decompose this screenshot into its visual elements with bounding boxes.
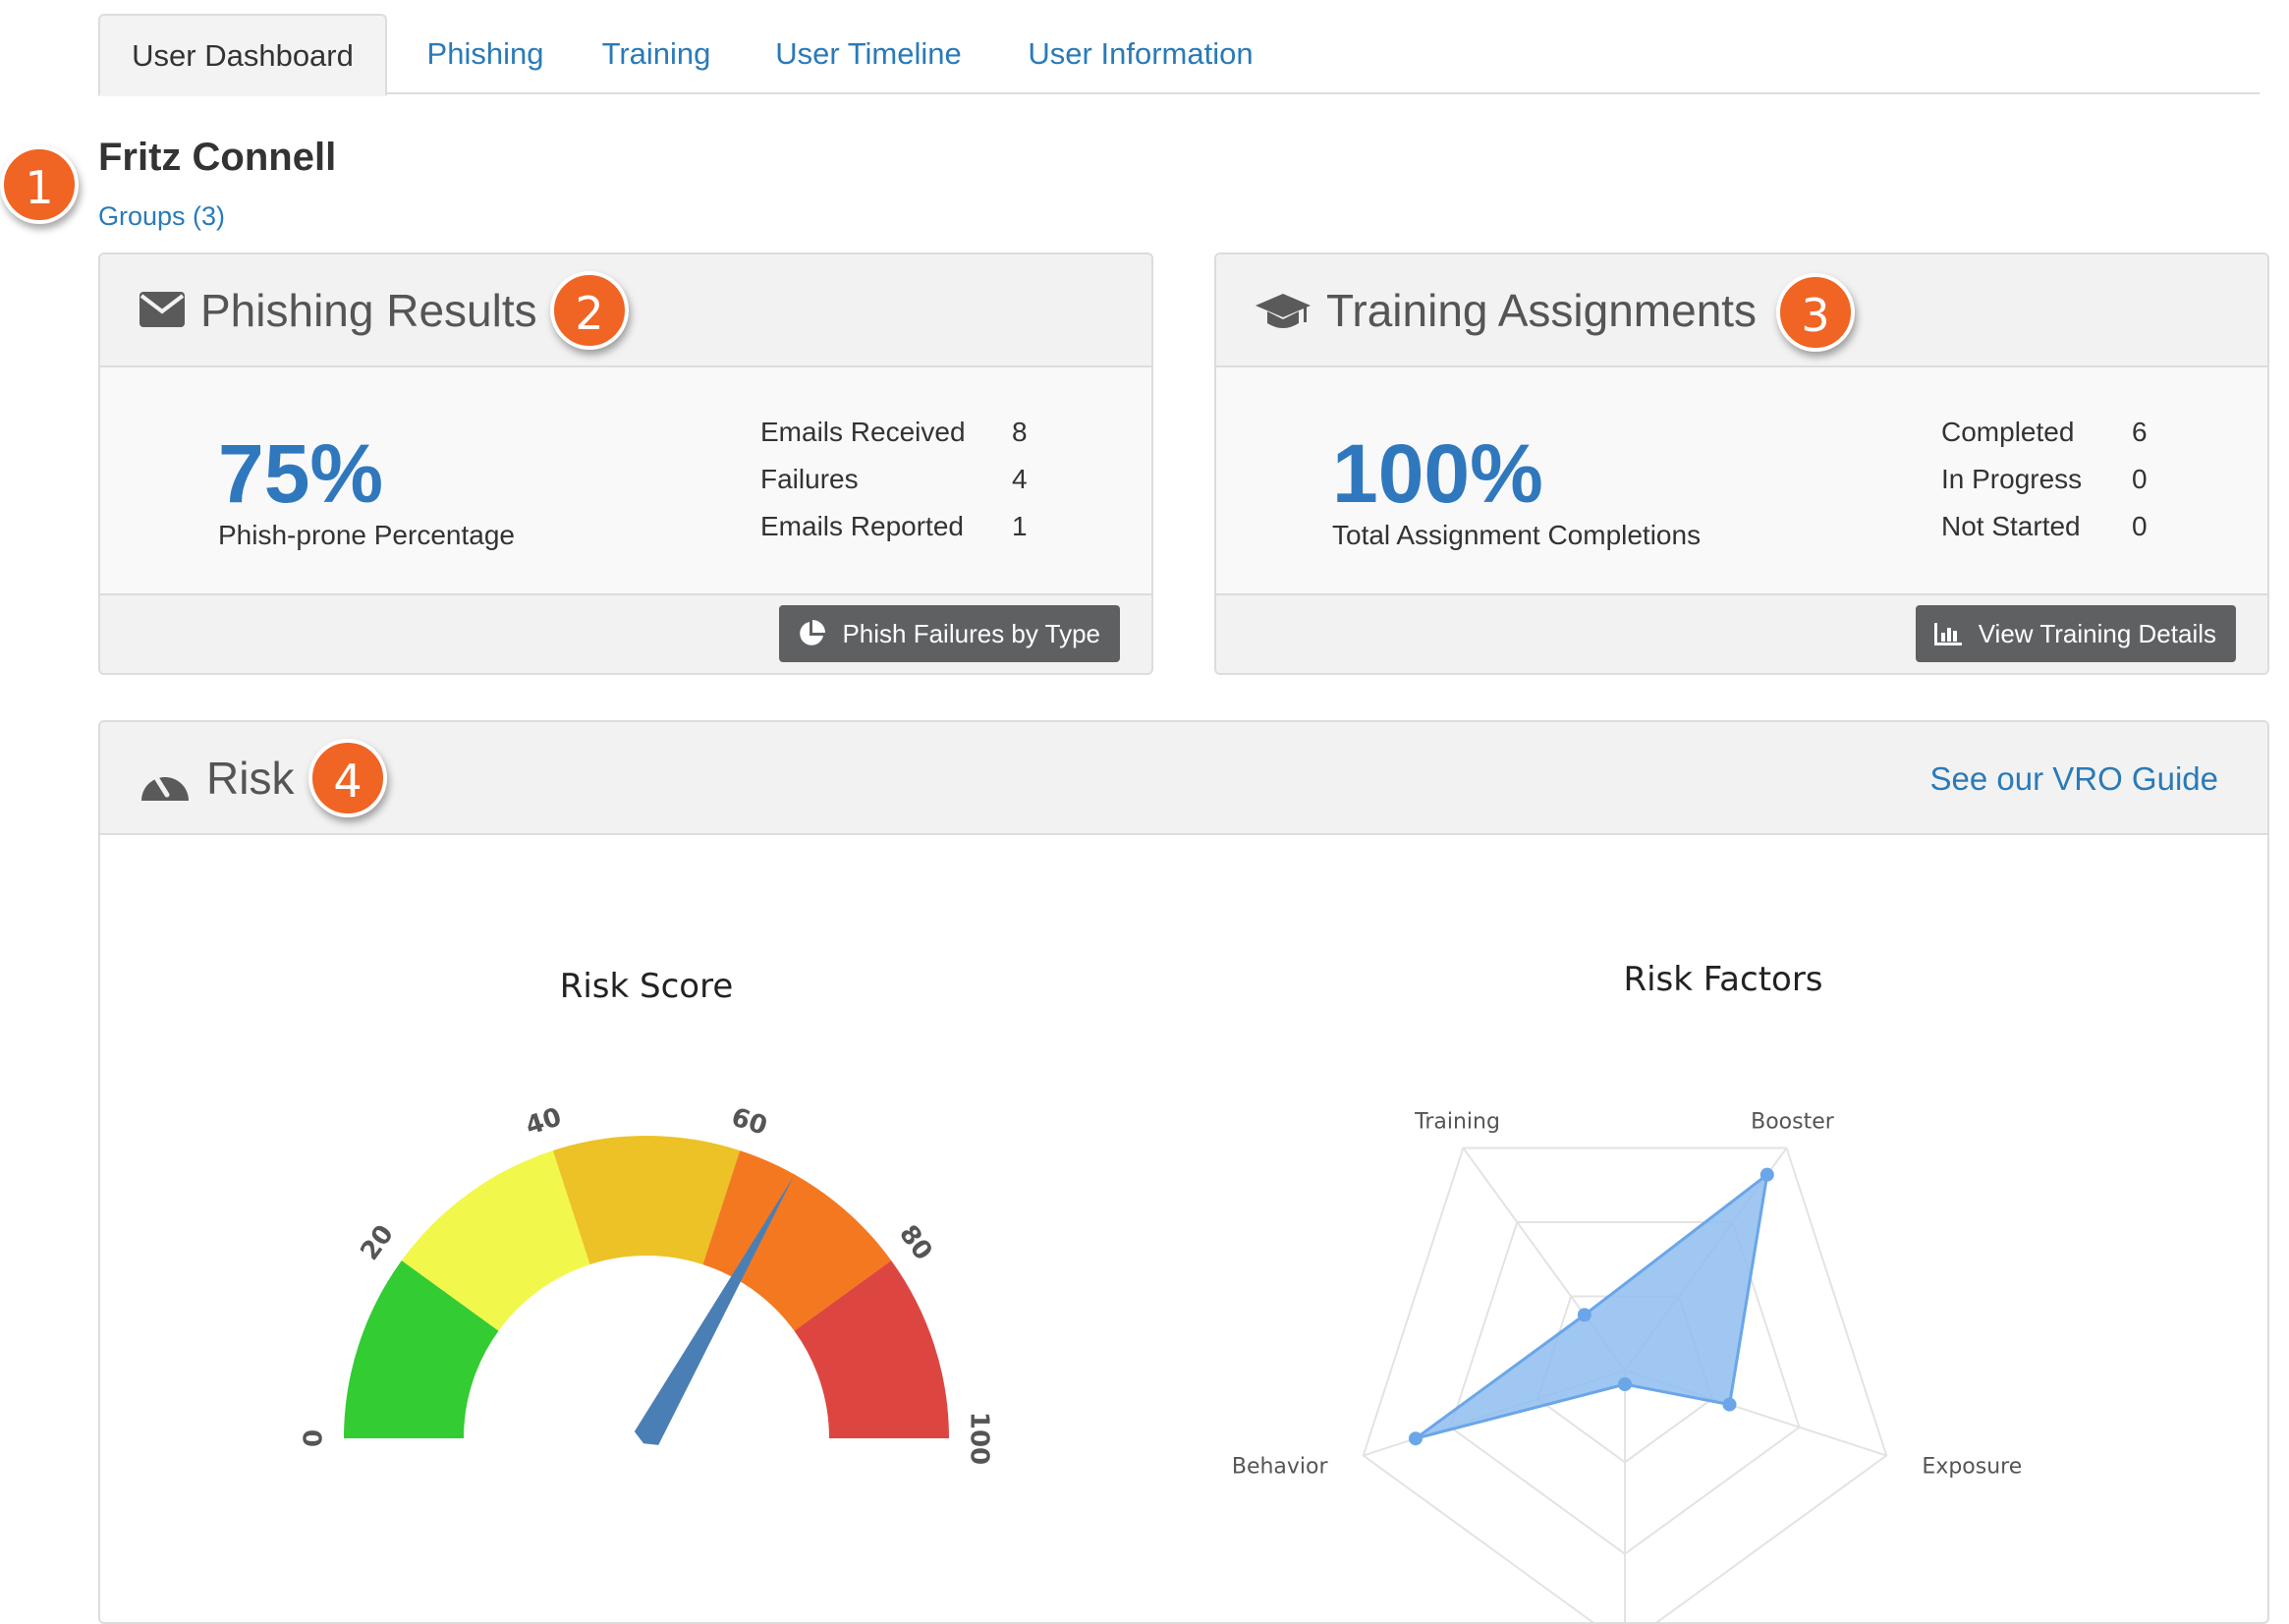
gauge-band-4 bbox=[794, 1260, 950, 1438]
radar-point bbox=[1408, 1431, 1423, 1446]
training-assignments-footer: View Training Details bbox=[1216, 593, 2267, 673]
risk-title: Risk bbox=[206, 753, 295, 804]
emails-received-label: Emails Received bbox=[760, 417, 966, 447]
phish-prone-percentage: 75% bbox=[218, 427, 384, 520]
total-completions-caption: Total Assignment Completions bbox=[1332, 520, 1702, 550]
phishing-results-footer: Phish Failures by Type bbox=[100, 593, 1151, 673]
pie-chart-icon bbox=[800, 620, 826, 645]
gauge-band-0 bbox=[344, 1260, 499, 1438]
user-name: Fritz Connell bbox=[98, 136, 337, 179]
radar-point bbox=[1618, 1377, 1632, 1391]
gauge-tick-label: 80 bbox=[893, 1220, 938, 1266]
emails-reported-value: 1 bbox=[1012, 511, 1028, 541]
phish-failures-by-type-label: Phish Failures by Type bbox=[842, 619, 1100, 648]
tab-user-information[interactable]: User Information bbox=[1028, 36, 1254, 71]
training-assignments-header: Training Assignments bbox=[1216, 254, 2267, 367]
tab-bar: User Dashboard Phishing Training User Ti… bbox=[98, 14, 2260, 96]
phishing-results-title: Phishing Results bbox=[200, 285, 537, 336]
emails-reported-label: Emails Reported bbox=[760, 511, 964, 541]
radar-axis-label: Exposure bbox=[1922, 1454, 2022, 1479]
tab-training[interactable]: Training bbox=[601, 36, 711, 71]
gauge-tick-label: 20 bbox=[355, 1220, 400, 1266]
bar-chart-icon bbox=[1933, 623, 1962, 645]
graduation-cap-icon bbox=[1256, 294, 1311, 328]
not-started-label: Not Started bbox=[1941, 511, 2081, 541]
gauge-tick-label: 40 bbox=[523, 1102, 566, 1142]
training-assignments-body: 100% Total Assignment Completions Comple… bbox=[1216, 367, 2267, 593]
gauge-tick-label: 100 bbox=[965, 1412, 994, 1465]
failures-label: Failures bbox=[760, 464, 859, 494]
in-progress-value: 0 bbox=[2132, 464, 2148, 494]
radar-axis-label: Training bbox=[1414, 1109, 1500, 1134]
radar-point bbox=[1722, 1397, 1737, 1412]
gauge-needle bbox=[634, 1176, 794, 1445]
gauge-tick-label: 0 bbox=[300, 1429, 329, 1447]
callout-badge-2: 2 bbox=[550, 271, 629, 350]
completed-value: 6 bbox=[2132, 417, 2148, 447]
vro-guide-link[interactable]: See our VRO Guide bbox=[1929, 760, 2219, 797]
gauge-band-2 bbox=[552, 1136, 741, 1265]
in-progress-label: In Progress bbox=[1941, 464, 2083, 494]
completed-label: Completed bbox=[1941, 417, 2075, 447]
risk-score-value: 66.3 bbox=[572, 1613, 722, 1624]
tab-user-dashboard[interactable]: User Dashboard bbox=[98, 14, 387, 96]
radar-series-area bbox=[1415, 1171, 1769, 1440]
tab-user-timeline[interactable]: User Timeline bbox=[775, 36, 962, 71]
gauge-band-3 bbox=[702, 1150, 892, 1331]
risk-header: Risk See our VRO Guide bbox=[100, 722, 2267, 835]
groups-link[interactable]: Groups (3) bbox=[98, 201, 226, 231]
phish-failures-by-type-button[interactable]: Phish Failures by Type bbox=[779, 605, 1120, 662]
view-training-details-label: View Training Details bbox=[1978, 619, 2216, 648]
risk-score-title: Risk Score bbox=[560, 967, 734, 1006]
risk-charts: Risk Score 0 20 40 60 80 100 66.3 Risk Factor… bbox=[300, 960, 2022, 1624]
risk-factors-title: Risk Factors bbox=[1623, 960, 1822, 999]
tab-phishing[interactable]: Phishing bbox=[426, 36, 544, 71]
callout-badge-1: 1 bbox=[0, 145, 79, 224]
total-completions-percentage: 100% bbox=[1332, 427, 1543, 520]
radar-grid-ring bbox=[1362, 1147, 1888, 1622]
risk-panel: Risk See our VRO Guide Risk Score 0 20 40 6… bbox=[98, 720, 2269, 1624]
gauge-tick-label: 60 bbox=[728, 1102, 771, 1142]
gauge-band-1 bbox=[401, 1150, 590, 1331]
gauge-icon bbox=[141, 776, 189, 801]
view-training-details-button[interactable]: View Training Details bbox=[1915, 605, 2236, 662]
failures-value: 4 bbox=[1012, 464, 1028, 494]
phishing-results-body: 75% Phish-prone Percentage Emails Receiv… bbox=[100, 367, 1151, 593]
callout-badge-3: 3 bbox=[1776, 273, 1855, 352]
radar-axis-labels: TrainingBoosterExposureJob FunctionBehav… bbox=[1232, 1109, 2022, 1479]
radar-grid-ring bbox=[1449, 1220, 1801, 1555]
training-assignments-panel: Training Assignments 100% Total Assignme… bbox=[1214, 252, 2269, 675]
callout-badge-4: 4 bbox=[308, 739, 387, 817]
not-started-value: 0 bbox=[2132, 511, 2148, 541]
radar-axis-label: Behavior bbox=[1232, 1454, 1329, 1479]
radar-axis-label: Booster bbox=[1751, 1109, 1835, 1134]
emails-received-value: 8 bbox=[1012, 417, 1028, 447]
training-assignments-title: Training Assignments bbox=[1326, 285, 1758, 336]
gauge-bands bbox=[344, 1136, 950, 1438]
radar-point bbox=[1577, 1308, 1591, 1322]
envelope-icon bbox=[140, 292, 185, 327]
radar-points bbox=[1408, 1167, 1774, 1446]
radar-point bbox=[1759, 1167, 1774, 1182]
phish-prone-caption: Phish-prone Percentage bbox=[218, 520, 515, 550]
